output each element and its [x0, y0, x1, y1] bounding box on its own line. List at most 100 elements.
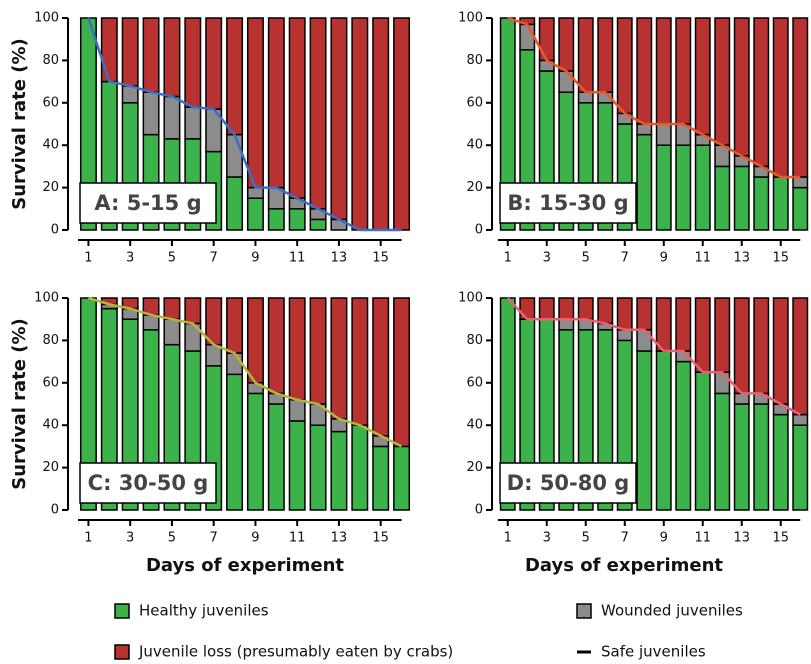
bar-segment	[655, 350, 672, 511]
x-tick-label: 7	[210, 251, 218, 266]
y-tick-label: 20	[42, 460, 59, 475]
bar-segment	[753, 403, 770, 511]
bar-segment	[577, 297, 594, 320]
bar-segment	[121, 17, 139, 87]
y-tick-label: 40	[466, 418, 483, 433]
y-tick-label: 80	[42, 53, 59, 68]
bar-segment	[597, 17, 614, 93]
panel-label-box	[499, 462, 637, 504]
x-tick-label: 13	[733, 251, 750, 266]
bar-segment	[226, 133, 244, 178]
bar-segment	[616, 17, 633, 115]
y-tick-label: 60	[42, 95, 59, 110]
bar-segment	[694, 297, 711, 373]
bar-segment	[558, 70, 575, 93]
bar-segment	[792, 186, 809, 231]
bar-segment	[655, 17, 672, 125]
x-tick-label: 3	[543, 531, 551, 546]
bar-segment	[792, 297, 809, 416]
x-axis-title: Days of experiment	[146, 555, 344, 576]
y-tick-label: 40	[466, 138, 483, 153]
bar-segment	[309, 218, 327, 231]
panel-label: D: 50-80 g	[507, 471, 630, 495]
y-tick-label: 40	[42, 138, 59, 153]
bar-segment	[351, 424, 369, 511]
x-tick-label: 15	[772, 531, 789, 546]
bar-segment	[351, 297, 369, 426]
bar-segment	[226, 352, 244, 376]
bar-segment	[733, 297, 750, 395]
x-tick-label: 15	[372, 531, 389, 546]
bar-segment	[205, 17, 223, 110]
bar-segment	[616, 297, 633, 331]
bar-segment	[636, 350, 653, 511]
x-tick-label: 5	[168, 531, 176, 546]
bar-segment	[163, 318, 181, 346]
x-tick-label: 1	[504, 531, 512, 546]
x-tick-label: 3	[126, 531, 134, 546]
x-tick-label: 3	[543, 251, 551, 266]
bar-segment	[226, 373, 244, 511]
bar-segment	[772, 17, 789, 178]
y-tick-label: 100	[34, 11, 59, 26]
bar-segment	[142, 91, 160, 136]
x-tick-label: 11	[694, 251, 711, 266]
bar-segment	[694, 17, 711, 136]
bar-segment	[597, 297, 614, 325]
bar-segment	[636, 329, 653, 352]
bar-segment	[675, 297, 692, 352]
bar-segment	[577, 17, 594, 93]
bar-segment	[655, 297, 672, 352]
bar-segment	[636, 297, 653, 331]
bar-segment	[267, 297, 285, 395]
y-tick-label: 20	[466, 460, 483, 475]
bar-segment	[694, 144, 711, 231]
bar-segment	[616, 329, 633, 342]
legend-label: Safe juveniles	[601, 643, 706, 661]
bar-segment	[519, 297, 536, 320]
bar-segment	[694, 371, 711, 511]
y-tick-label: 20	[466, 180, 483, 195]
y-axis-title: Survival rate (%)	[9, 38, 30, 209]
bar-segment	[675, 144, 692, 231]
y-tick-label: 60	[466, 95, 483, 110]
safe-line	[88, 296, 403, 448]
y-tick-label: 20	[42, 180, 59, 195]
bar-segment	[267, 208, 285, 231]
bar-segment	[753, 17, 770, 168]
bar-segment	[288, 17, 306, 199]
bar-segment	[226, 17, 244, 136]
y-tick-label: 80	[466, 53, 483, 68]
bar-segment	[246, 17, 264, 189]
bar-segment	[519, 23, 536, 51]
bar-segment	[636, 123, 653, 136]
x-tick-label: 11	[694, 531, 711, 546]
bar-segment	[733, 165, 750, 231]
bar-segment	[184, 17, 202, 108]
bar-segment	[714, 392, 731, 511]
y-tick-label: 40	[42, 418, 59, 433]
legend-label: Juvenile loss (presumably eaten by crabs…	[138, 643, 453, 661]
legend-swatch	[114, 644, 130, 660]
bar-segment	[675, 360, 692, 511]
bar-segment	[330, 17, 348, 221]
x-tick-label: 9	[660, 531, 668, 546]
bar-segment	[538, 17, 555, 62]
x-tick-label: 1	[84, 251, 92, 266]
bar-segment	[792, 176, 809, 189]
panel-label-box	[79, 182, 217, 224]
x-tick-label: 13	[733, 531, 750, 546]
y-tick-label: 0	[475, 503, 483, 518]
bar-segment	[714, 371, 731, 395]
bar-segment	[772, 413, 789, 511]
bar-segment	[792, 17, 809, 178]
bar-segment	[330, 297, 348, 420]
bar-segment	[163, 95, 181, 140]
panel-label: B: 15-30 g	[507, 191, 628, 215]
bar-segment	[753, 176, 770, 231]
y-tick-label: 0	[51, 223, 59, 238]
x-axis-title: Days of experiment	[525, 555, 723, 576]
